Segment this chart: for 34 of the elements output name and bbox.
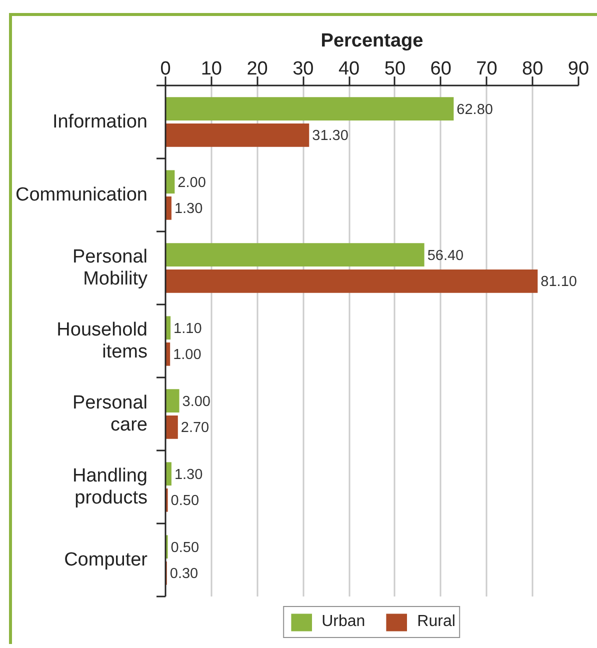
x-tick-label: 90 bbox=[568, 58, 590, 80]
data-label: 2.00 bbox=[178, 174, 206, 191]
x-tick-label: 50 bbox=[384, 58, 406, 80]
x-tick-label: 0 bbox=[160, 58, 171, 80]
x-tick-label: 40 bbox=[338, 58, 360, 80]
data-label: 31.30 bbox=[312, 128, 348, 144]
legend-label: Urban bbox=[322, 613, 366, 631]
data-label: 62.80 bbox=[456, 102, 493, 118]
y-tick-label: Personal Mobility bbox=[72, 246, 148, 290]
x-tick-label: 20 bbox=[246, 58, 268, 80]
x-tick-label: 60 bbox=[430, 58, 452, 80]
x-axis-title: Percentage bbox=[320, 30, 424, 52]
x-tick-label: 30 bbox=[292, 58, 314, 80]
x-tick-label: 70 bbox=[476, 58, 498, 80]
data-label: 0.30 bbox=[170, 566, 198, 582]
data-label: 1.10 bbox=[174, 320, 202, 337]
data-label: 0.50 bbox=[170, 493, 200, 510]
y-tick-label: Handling products bbox=[72, 465, 148, 509]
data-label: 1.30 bbox=[174, 201, 203, 218]
data-label: 3.00 bbox=[182, 394, 210, 410]
data-label: 56.40 bbox=[427, 248, 464, 264]
data-label: 1.00 bbox=[173, 347, 202, 364]
y-tick-label: Information bbox=[52, 112, 148, 132]
data-label: 2.70 bbox=[180, 420, 210, 436]
y-tick-label: Personal care bbox=[72, 392, 148, 436]
data-label: 1.30 bbox=[174, 466, 203, 483]
y-tick-label: Communication bbox=[16, 184, 148, 206]
x-tick-label: 80 bbox=[522, 58, 544, 80]
x-tick-label: 10 bbox=[200, 58, 222, 80]
data-label: 0.50 bbox=[170, 540, 200, 556]
data-label: 81.10 bbox=[540, 274, 577, 290]
y-tick-label: Household items bbox=[56, 319, 148, 363]
y-tick-label: Computer bbox=[64, 550, 148, 570]
legend-label: Rural bbox=[417, 613, 456, 631]
